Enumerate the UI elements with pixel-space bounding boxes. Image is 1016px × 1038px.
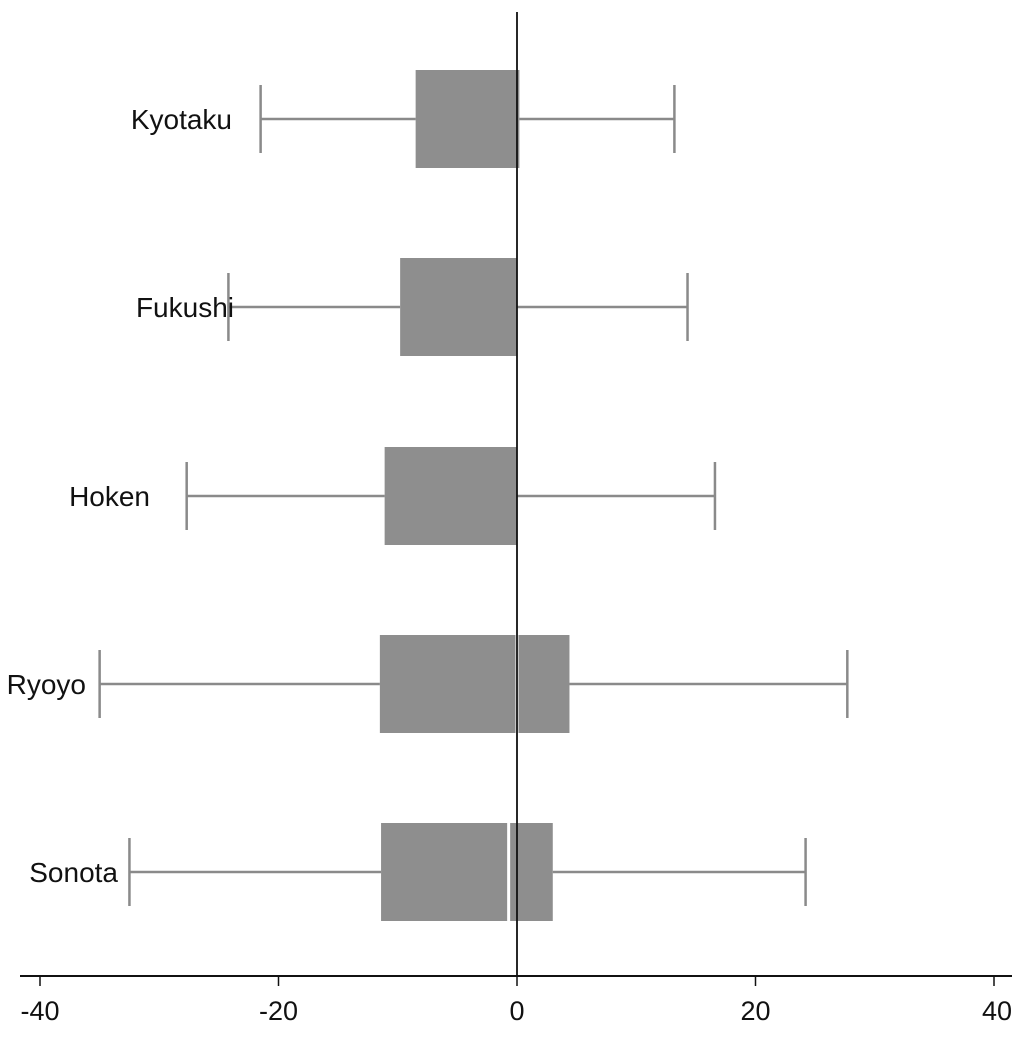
x-axis: -40 -20 0 20 40: [20, 975, 1012, 1026]
box-iqr-kyotaku: [415, 70, 520, 168]
category-label-sonota: Sonota: [29, 857, 118, 888]
x-tick-label-1: -20: [259, 996, 298, 1026]
box-iqr-ryoyo: [379, 635, 570, 733]
x-tick-label-0: -40: [20, 996, 59, 1026]
x-tick-label-3: 20: [740, 996, 770, 1026]
x-axis-ticks: -40 -20 0 20 40: [20, 976, 1012, 1026]
boxes-layer: [98, 70, 849, 921]
category-label-ryoyo: Ryoyo: [7, 669, 86, 700]
box-group-ryoyo: [98, 635, 849, 733]
category-labels: Kyotaku Fukushi Hoken Ryoyo Sonota: [7, 104, 234, 888]
x-tick-label-2: 0: [509, 996, 524, 1026]
box-iqr-sonota: [381, 823, 553, 921]
box-group-hoken: [185, 447, 717, 545]
box-group-kyotaku: [259, 70, 676, 168]
box-group-sonota: [128, 823, 807, 921]
box-iqr-fukushi: [400, 258, 517, 356]
box-iqr-hoken: [384, 447, 517, 545]
x-tick-label-4: 40: [982, 996, 1012, 1026]
category-label-hoken: Hoken: [69, 481, 150, 512]
plot-area: [98, 12, 849, 976]
category-label-fukushi: Fukushi: [136, 292, 234, 323]
box-group-fukushi: [227, 258, 689, 356]
category-label-kyotaku: Kyotaku: [131, 104, 232, 135]
